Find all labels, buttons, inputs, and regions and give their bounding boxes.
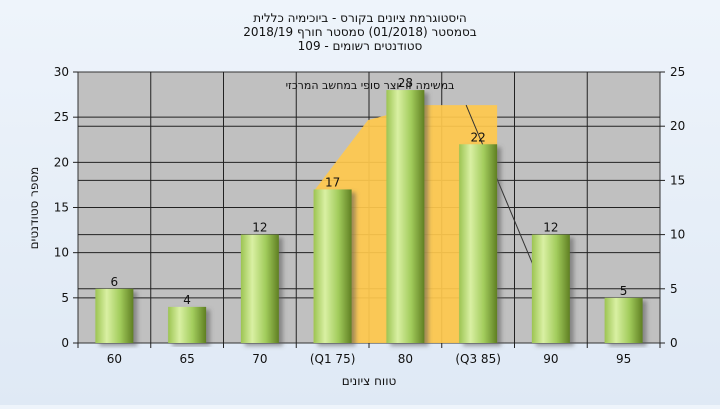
band-trend-line [465, 104, 534, 265]
y-tick-label-left: 25 [54, 110, 69, 124]
bar-8 [604, 297, 643, 343]
data-labels-group: 6 4 12 17 28 22 12 5 [111, 76, 628, 307]
data-label-1: 6 [111, 275, 119, 289]
y-axis-title: מספר סטודנטים [27, 167, 41, 250]
bar-2 [168, 306, 207, 343]
y-tick-label-right: 15 [670, 173, 685, 187]
x-tick-label-6: (Q3 85) [455, 352, 501, 366]
y-tick-label-right: 0 [670, 336, 678, 350]
x-tick-label-3: 70 [252, 352, 267, 366]
y-tick-label-left: 15 [54, 201, 69, 215]
y-tick-label-right: 10 [670, 228, 685, 242]
chart-title-line-3: סטודנטים רשומים - 109 [298, 39, 423, 53]
data-label-5: 28 [398, 76, 413, 90]
x-tick-label-7: 90 [543, 352, 558, 366]
bar-5 [386, 90, 425, 343]
x-tick-label-5: 80 [398, 352, 413, 366]
bar-3 [240, 234, 279, 343]
chart-title-line-2: בסמסטר (01/2018) סמסטר חורף 2018/19 [243, 25, 476, 39]
y-tick-label-left: 0 [61, 336, 69, 350]
bar-1 [95, 288, 134, 343]
y-tick-label-left: 20 [54, 155, 69, 169]
data-label-7: 12 [543, 221, 558, 235]
y-tick-label-left: 10 [54, 246, 69, 260]
x-tick-label-4: (Q1 75) [310, 352, 356, 366]
bar-4 [313, 189, 352, 343]
x-axis-title: טווח ציונים [342, 374, 397, 388]
chart-annotation: במשימה זו יוצר סופי במחשב המרכזי [286, 79, 455, 92]
y-tick-label-right: 20 [670, 119, 685, 133]
y-tick-label-right: 5 [670, 282, 678, 296]
bar-6 [459, 144, 498, 343]
chart-title-line-1: היסטוגרמת ציונים בקורס - ביוכימיה כללית [253, 11, 466, 25]
chart-title: היסטוגרמת ציונים בקורס - ביוכימיה כללית … [243, 11, 476, 53]
data-label-2: 4 [183, 293, 191, 307]
data-label-4: 17 [325, 175, 340, 189]
data-label-6: 22 [470, 130, 485, 144]
x-tick-label-2: 65 [179, 352, 194, 366]
bar-7 [531, 234, 570, 343]
y-tick-label-left: 5 [61, 291, 69, 305]
y-tick-label-right: 25 [670, 65, 685, 79]
bars-group [95, 90, 643, 343]
data-label-3: 12 [252, 221, 267, 235]
data-label-8: 5 [620, 284, 628, 298]
x-tick-label-1: 60 [107, 352, 122, 366]
y-tick-label-left: 30 [54, 65, 69, 79]
x-tick-label-8: 95 [616, 352, 631, 366]
